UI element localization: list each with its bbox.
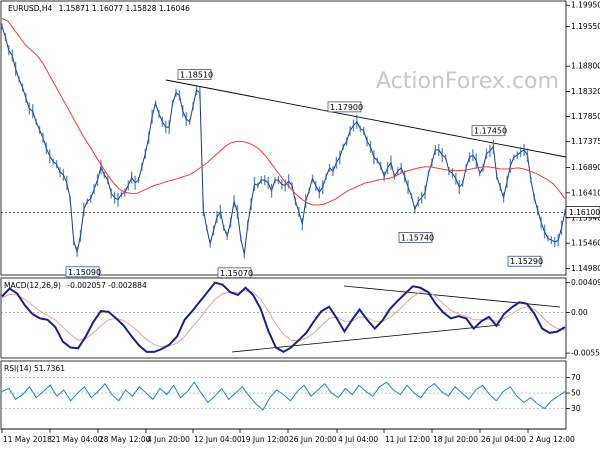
price-annotation-label: 1.18510	[180, 71, 213, 80]
rsi-tick-label: 70	[571, 373, 581, 382]
time-tick-label: 21 May 04:00	[51, 435, 103, 444]
time-tick-label: 4 Jul 04:00	[338, 435, 378, 444]
price-series-line	[1, 26, 566, 255]
time-tick-label: 11 May 2018	[3, 435, 52, 444]
price-annotation-label: 1.15090	[68, 268, 101, 277]
price-tick-label: 1.16410	[571, 188, 600, 197]
price-tick-label: 1.16890	[571, 163, 600, 172]
macd-panel-frame	[0, 277, 567, 359]
price-annotation-box	[398, 232, 433, 243]
price-annotation-box	[471, 125, 506, 137]
watermark: ActionForex.com	[376, 69, 559, 94]
time-axis: 11 May 2018 21 May 04:0028 May 12:004 Jun…	[1, 428, 575, 444]
macd-line	[1, 281, 566, 354]
price-trendline	[165, 79, 567, 158]
time-tick-label: 4 Jun 20:00	[147, 435, 190, 444]
time-tick-label: 12 Jun 04:00	[194, 435, 242, 444]
price-tick-label: 1.17850	[571, 112, 600, 121]
price-tick-label: 1.19950	[571, 1, 600, 10]
current-price-label: 1.16100	[569, 208, 600, 217]
time-tick-label: 11 Jul 12:00	[385, 435, 430, 444]
price-annotation-box	[327, 101, 362, 113]
macd-signal-line	[1, 290, 566, 348]
price-tick-label: 1.18800	[571, 62, 600, 71]
price-annotation-label: 1.15290	[510, 257, 543, 266]
price-annotation-label: 1.17450	[474, 127, 507, 136]
price-tick-label: 1.17375	[571, 137, 600, 146]
rsi-panel: RSI(14) 51.7361 70 50 30	[0, 360, 581, 430]
price-annotation-label: 1.15070	[220, 269, 253, 278]
rsi-header-text: RSI(14) 51.7361	[4, 364, 65, 373]
macd-tick-label: 0.004094	[571, 278, 600, 287]
moving-average-line	[1, 18, 566, 206]
macd-tick-label: -0.005568	[571, 349, 600, 358]
price-tick-label: 1.19550	[571, 22, 600, 31]
time-tick-label: 28 May 12:00	[99, 435, 151, 444]
time-tick-label: 18 Jul 20:00	[433, 435, 478, 444]
price-tick-label: 1.18320	[571, 87, 600, 96]
macd-panel: MACD(12,26,9) -0.002057 -0.002884 0.0040…	[0, 277, 600, 359]
time-tick-label: 19 Jun 12:00	[241, 435, 289, 444]
time-tick-label: 2 Aug 12:00	[529, 435, 575, 444]
price-tick-label: 1.15460	[571, 239, 600, 248]
price-panel-frame	[0, 0, 567, 276]
time-tick-label: 26 Jul 04:00	[481, 435, 526, 444]
price-annotation-box	[507, 255, 542, 267]
price-annotation-label: 1.17900	[330, 103, 363, 112]
price-annotation-box	[65, 266, 100, 278]
rsi-line	[1, 381, 566, 411]
price-annotation-box	[177, 69, 212, 80]
rsi-tick-label: 30	[571, 404, 581, 413]
price-header-text: EURUSD,H4 1.15871 1.16077 1.15828 1.1604…	[8, 4, 190, 13]
time-tick-label: 26 Jun 20:00	[289, 435, 337, 444]
current-price-box	[565, 206, 600, 218]
macd-header-text: MACD(12,26,9) -0.002057 -0.002884	[4, 281, 147, 290]
macd-tick-label: 0.00	[571, 308, 588, 317]
price-tick-label: 1.14980	[571, 264, 600, 273]
price-panel: EURUSD,H4 1.15871 1.16077 1.15828 1.1604…	[0, 0, 600, 279]
rsi-tick-label: 50	[571, 389, 581, 398]
price-annotation-label: 1.15740	[401, 233, 434, 242]
